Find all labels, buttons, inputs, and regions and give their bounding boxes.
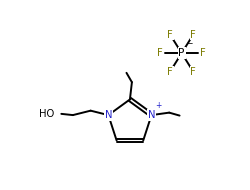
Text: HO: HO [39,109,54,119]
Text: N: N [104,110,112,120]
Text: P: P [178,48,185,58]
Text: −: − [186,39,192,48]
Text: N: N [148,110,155,120]
Text: F: F [167,66,173,77]
Text: +: + [156,101,162,110]
Text: F: F [190,30,196,40]
Text: F: F [200,48,206,58]
Text: F: F [157,48,163,58]
Text: F: F [190,66,196,77]
Text: F: F [167,30,173,40]
